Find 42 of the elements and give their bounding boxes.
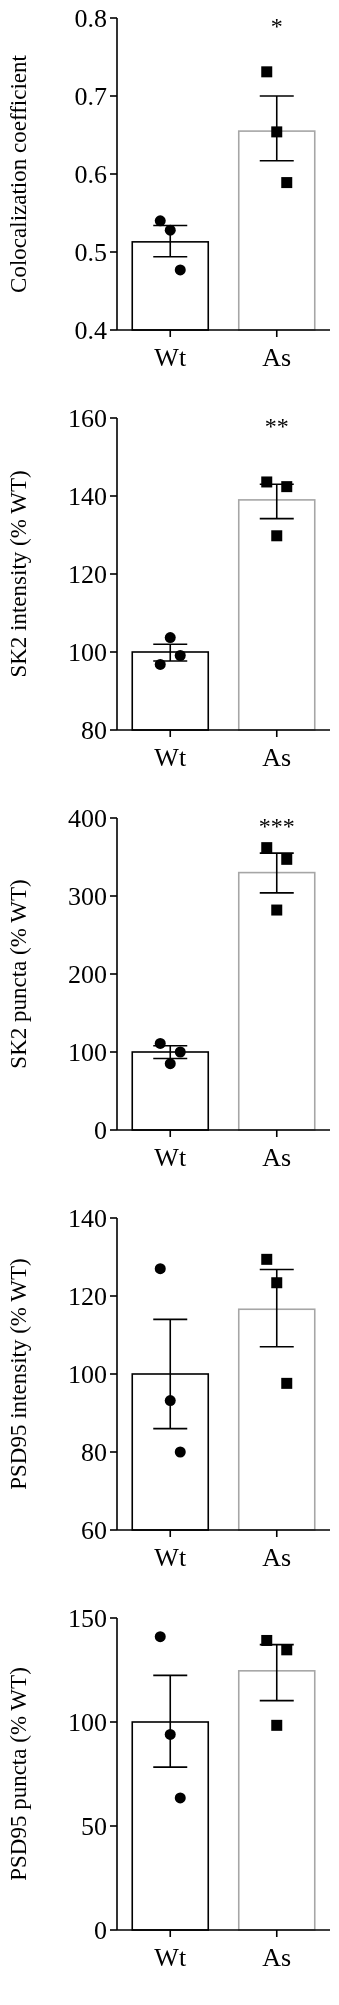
y-axis-title: Colocalization coefficient bbox=[6, 54, 31, 293]
y-tick-label: 140 bbox=[68, 482, 107, 512]
x-tick-label: Wt bbox=[154, 1943, 187, 1972]
x-tick-label: As bbox=[262, 1543, 292, 1572]
y-tick-label: 0 bbox=[94, 1116, 107, 1146]
y-tick-label: 0.5 bbox=[74, 238, 107, 268]
y-tick-label: 0.4 bbox=[74, 316, 107, 346]
y-axis-title: SK2 puncta (% WT) bbox=[6, 879, 31, 1069]
y-tick-label: 0.8 bbox=[74, 4, 107, 34]
y-tick-label: 200 bbox=[68, 960, 107, 990]
y-tick-label: 100 bbox=[68, 1038, 107, 1068]
y-tick-label: 160 bbox=[68, 404, 107, 434]
y-tick-label: 400 bbox=[68, 804, 107, 834]
y-tick-label: 60 bbox=[81, 1516, 107, 1546]
x-tick-label: Wt bbox=[154, 343, 187, 372]
x-tick-label: As bbox=[262, 1943, 292, 1972]
y-tick-label: 50 bbox=[81, 1812, 107, 1842]
y-tick-label: 300 bbox=[68, 882, 107, 912]
y-tick-label: 0.6 bbox=[74, 160, 107, 190]
x-tick-label: As bbox=[262, 743, 292, 772]
annotation: * bbox=[270, 13, 283, 39]
y-axis-title: PSD95 intensity (% WT) bbox=[6, 1258, 31, 1490]
y-tick-label: 140 bbox=[68, 1204, 107, 1234]
x-tick-label: As bbox=[262, 343, 292, 372]
y-axis-title: SK2 intensity (% WT) bbox=[6, 470, 31, 678]
y-tick-label: 80 bbox=[81, 1438, 107, 1468]
y-tick-label: 0.7 bbox=[74, 82, 107, 112]
y-tick-label: 80 bbox=[81, 716, 107, 746]
x-tick-label: Wt bbox=[154, 1543, 187, 1572]
y-tick-label: 120 bbox=[68, 1282, 107, 1312]
x-tick-label: Wt bbox=[154, 743, 187, 772]
y-tick-label: 100 bbox=[68, 638, 107, 668]
y-tick-label: 120 bbox=[68, 560, 107, 590]
y-axis-title: PSD95 puncta (% WT) bbox=[6, 1667, 31, 1881]
y-tick-label: 100 bbox=[68, 1360, 107, 1390]
x-tick-label: Wt bbox=[154, 1143, 187, 1172]
x-tick-label: As bbox=[262, 1143, 292, 1172]
y-tick-label: 0 bbox=[94, 1916, 107, 1946]
y-tick-label: 150 bbox=[68, 1604, 107, 1634]
y-tick-label: 100 bbox=[68, 1708, 107, 1738]
annotation: ** bbox=[264, 413, 289, 439]
annotation: *** bbox=[258, 813, 295, 839]
